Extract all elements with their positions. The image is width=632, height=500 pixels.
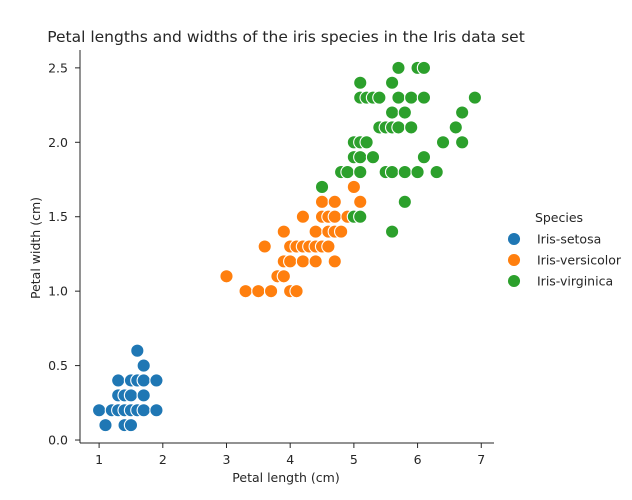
data-point <box>136 373 151 388</box>
data-point <box>136 403 151 418</box>
data-point <box>333 224 349 239</box>
x-axis-label: Petal length (cm) <box>232 470 339 485</box>
data-point <box>397 194 412 209</box>
data-point <box>149 373 164 388</box>
legend-marker <box>506 231 522 247</box>
legend-entry-label: Iris-virginica <box>537 274 613 289</box>
data-point <box>98 417 113 433</box>
data-point <box>327 254 342 269</box>
y-tick-label: 2.5 <box>48 60 68 75</box>
data-point <box>314 179 330 195</box>
data-point <box>276 224 291 239</box>
data-point <box>327 194 342 209</box>
data-point <box>391 120 406 135</box>
x-tick-label: 5 <box>350 452 358 467</box>
x-tick-label: 4 <box>286 452 294 467</box>
y-tick-label: 0.5 <box>48 358 68 373</box>
data-point <box>353 209 368 224</box>
legend-entry-label: Iris-versicolor <box>537 253 622 268</box>
chart-title: Petal lengths and widths of the iris spe… <box>47 28 525 46</box>
data-point <box>397 164 412 180</box>
data-point <box>353 194 368 209</box>
data-point <box>397 105 412 120</box>
data-point <box>429 164 444 180</box>
x-tick-label: 7 <box>477 452 485 467</box>
data-point <box>340 164 355 180</box>
data-point <box>410 164 425 180</box>
data-point <box>149 403 164 418</box>
data-point <box>308 224 323 239</box>
data-point <box>404 90 419 105</box>
data-point <box>308 254 323 269</box>
legend: Species Iris-setosa Iris-versicolor Iris-v… <box>506 210 622 289</box>
data-point <box>123 417 139 433</box>
data-point <box>257 239 272 254</box>
data-point <box>416 60 432 76</box>
data-point <box>295 254 311 269</box>
x-tick-label: 1 <box>95 452 103 467</box>
data-point <box>238 284 253 299</box>
data-point <box>416 90 432 105</box>
data-point <box>91 403 107 418</box>
data-point <box>384 224 400 239</box>
points-layer <box>91 60 483 433</box>
data-point <box>136 388 151 403</box>
data-point <box>391 60 406 76</box>
data-point <box>346 179 362 195</box>
y-tick-label: 1.5 <box>48 209 68 224</box>
data-point <box>384 164 400 180</box>
legend-entry-label: Iris-setosa <box>537 232 601 247</box>
y-axis-ticks: 0.0 0.5 1.0 1.5 2.0 2.5 <box>48 60 80 448</box>
data-point <box>448 120 463 135</box>
data-point <box>327 209 342 224</box>
y-axis-label: Petal width (cm) <box>28 197 43 299</box>
x-tick-label: 3 <box>223 452 231 467</box>
data-point <box>391 90 406 105</box>
data-point <box>263 284 279 299</box>
data-point <box>384 105 400 120</box>
data-point <box>251 284 266 299</box>
legend-marker <box>506 273 522 289</box>
data-point <box>130 343 145 358</box>
data-point <box>404 120 419 135</box>
y-tick-label: 0.0 <box>48 433 68 448</box>
data-point <box>365 150 381 165</box>
legend-title: Species <box>535 210 583 225</box>
data-point <box>276 269 291 284</box>
y-tick-label: 2.0 <box>48 135 68 150</box>
data-point <box>455 135 470 150</box>
data-point <box>283 254 298 269</box>
data-point <box>111 373 126 388</box>
data-point <box>123 388 139 403</box>
data-point <box>314 194 330 209</box>
data-point <box>219 269 234 284</box>
data-point <box>467 90 483 105</box>
data-point <box>136 358 151 373</box>
data-point <box>384 75 400 90</box>
data-point <box>353 75 368 90</box>
data-point <box>295 209 311 224</box>
x-tick-label: 6 <box>414 452 422 467</box>
x-tick-label: 2 <box>159 452 167 467</box>
data-point <box>353 164 368 180</box>
data-point <box>289 284 304 299</box>
data-point <box>455 105 470 120</box>
x-axis-ticks: 1 2 3 4 5 6 7 <box>95 443 485 467</box>
data-point <box>353 150 368 165</box>
data-point <box>359 135 374 150</box>
data-point <box>435 135 451 150</box>
legend-marker <box>506 252 522 268</box>
y-tick-label: 1.0 <box>48 284 68 299</box>
data-point <box>372 90 387 105</box>
data-point <box>416 150 432 165</box>
data-point <box>321 239 336 254</box>
